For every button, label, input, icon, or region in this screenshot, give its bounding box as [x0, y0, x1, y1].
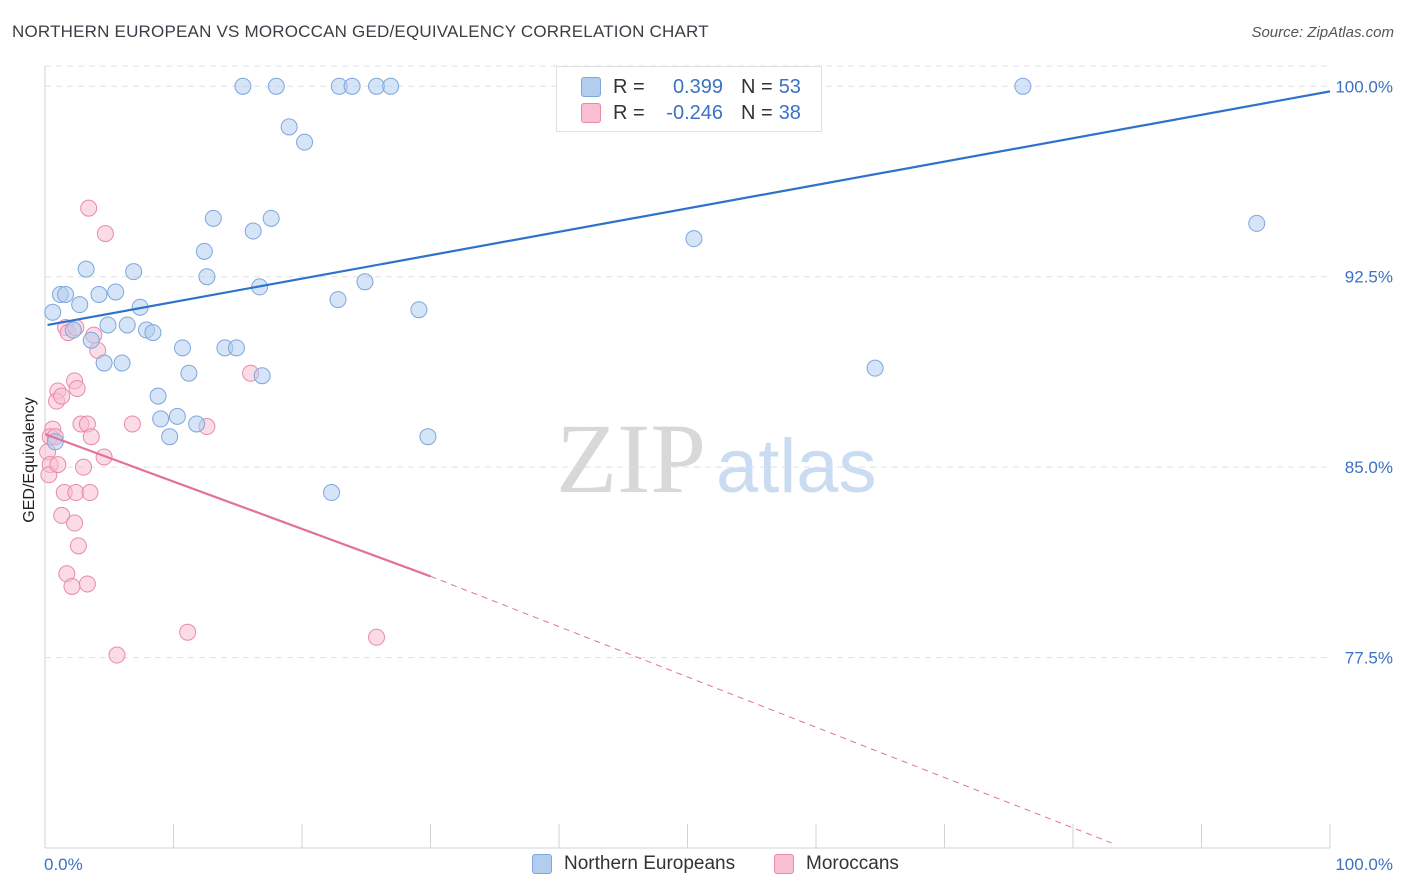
- legend-n-value: 53: [778, 75, 801, 98]
- data-point-northern-europeans: [329, 291, 347, 309]
- data-point-moroccans: [75, 458, 93, 476]
- data-point-moroccans: [49, 456, 67, 474]
- data-point-moroccans: [179, 623, 197, 641]
- legend-item-moroccans[interactable]: Moroccans: [774, 852, 899, 876]
- data-point-northern-europeans: [168, 407, 186, 425]
- legend-swatch-blue: [532, 854, 552, 874]
- watermark-zip: ZIP: [556, 403, 706, 514]
- correlation-legend: R = 0.399 N = 53 R = -0.246 N = 38: [556, 66, 822, 132]
- data-point-moroccans: [53, 506, 71, 524]
- data-point-northern-europeans: [343, 77, 361, 95]
- data-point-northern-europeans: [227, 339, 245, 357]
- legend-n-value: 38: [778, 101, 801, 124]
- data-point-moroccans: [68, 379, 86, 397]
- data-point-moroccans: [63, 577, 81, 595]
- data-point-northern-europeans: [356, 273, 374, 291]
- legend-n-label: N =: [741, 101, 773, 124]
- data-point-northern-europeans: [323, 484, 341, 502]
- data-point-northern-europeans: [368, 77, 386, 95]
- data-point-northern-europeans: [296, 133, 314, 151]
- legend-swatch-blue: [581, 77, 601, 97]
- data-point-northern-europeans: [195, 242, 213, 260]
- data-point-northern-europeans: [57, 286, 75, 304]
- data-point-northern-europeans: [180, 364, 198, 382]
- data-point-moroccans: [108, 646, 126, 664]
- chart-title: NORTHERN EUROPEAN VS MOROCCAN GED/EQUIVA…: [12, 22, 709, 41]
- legend-r-value: -0.246: [666, 101, 723, 124]
- data-point-northern-europeans: [244, 222, 262, 240]
- data-point-northern-europeans: [99, 316, 117, 334]
- data-point-moroccans: [123, 415, 141, 433]
- data-point-northern-europeans: [161, 428, 179, 446]
- legend-swatch-pink: [581, 103, 601, 123]
- data-point-northern-europeans: [866, 359, 884, 377]
- data-point-northern-europeans: [204, 209, 222, 227]
- x-tick-label: 0.0%: [44, 855, 83, 874]
- y-tick-label: 92.5%: [1345, 268, 1393, 287]
- data-point-northern-europeans: [149, 387, 167, 405]
- trendline-moroccans-extrapolated: [430, 575, 1112, 844]
- data-point-northern-europeans: [152, 410, 170, 428]
- data-point-northern-europeans: [82, 331, 100, 349]
- data-point-northern-europeans: [90, 286, 108, 304]
- y-tick-label: 77.5%: [1345, 649, 1393, 668]
- data-point-northern-europeans: [262, 209, 280, 227]
- data-point-moroccans: [96, 225, 114, 243]
- data-point-northern-europeans: [280, 118, 298, 136]
- x-tick-label: 100.0%: [1335, 855, 1393, 874]
- data-point-northern-europeans: [188, 415, 206, 433]
- legend-label-moroccans: Moroccans: [806, 853, 899, 874]
- data-point-northern-europeans: [253, 367, 271, 385]
- data-point-northern-europeans: [95, 354, 113, 372]
- data-point-northern-europeans: [198, 268, 216, 286]
- data-point-moroccans: [67, 484, 85, 502]
- data-point-northern-europeans: [685, 230, 703, 248]
- data-point-northern-europeans: [144, 324, 162, 342]
- data-point-northern-europeans: [71, 296, 89, 314]
- trendline-northern-europeans: [47, 90, 1331, 327]
- legend-label-northern-europeans: Northern Europeans: [564, 853, 736, 874]
- legend-r-label: R =: [613, 101, 645, 124]
- legend-row-moroccans: R = -0.246 N = 38: [581, 101, 801, 125]
- y-tick-label: 100.0%: [1335, 77, 1393, 96]
- data-point-moroccans: [81, 484, 99, 502]
- data-point-moroccans: [80, 199, 98, 217]
- data-point-northern-europeans: [1248, 214, 1266, 232]
- trendline-moroccans: [44, 433, 431, 578]
- data-point-northern-europeans: [410, 301, 428, 319]
- data-point-northern-europeans: [125, 263, 143, 281]
- data-point-northern-europeans: [113, 354, 131, 372]
- data-point-northern-europeans: [267, 77, 285, 95]
- data-point-northern-europeans: [419, 428, 437, 446]
- data-point-moroccans: [368, 628, 386, 646]
- y-tick-label: 85.0%: [1345, 458, 1393, 477]
- data-point-northern-europeans: [382, 77, 400, 95]
- data-point-northern-europeans: [1014, 77, 1032, 95]
- data-point-northern-europeans: [77, 260, 95, 278]
- data-point-northern-europeans: [118, 316, 136, 334]
- watermark-atlas: atlas: [716, 424, 877, 509]
- data-point-northern-europeans: [44, 303, 62, 321]
- data-point-moroccans: [78, 575, 96, 593]
- data-point-moroccans: [66, 514, 84, 532]
- legend-r-label: R =: [613, 75, 645, 98]
- data-point-moroccans: [82, 428, 100, 446]
- source-label: Source: ZipAtlas.com: [1251, 24, 1394, 41]
- legend-swatch-pink: [774, 854, 794, 874]
- data-point-northern-europeans: [64, 321, 82, 339]
- data-point-northern-europeans: [107, 283, 125, 301]
- legend-item-northern-europeans[interactable]: Northern Europeans: [532, 852, 735, 876]
- data-point-moroccans: [69, 537, 87, 555]
- legend-n-label: N =: [741, 75, 773, 98]
- data-point-northern-europeans: [173, 339, 191, 357]
- data-point-moroccans: [53, 387, 71, 405]
- legend-r-value: 0.399: [672, 75, 723, 98]
- data-point-northern-europeans: [234, 77, 252, 95]
- legend-row-northern-europeans: R = 0.399 N = 53: [581, 75, 801, 99]
